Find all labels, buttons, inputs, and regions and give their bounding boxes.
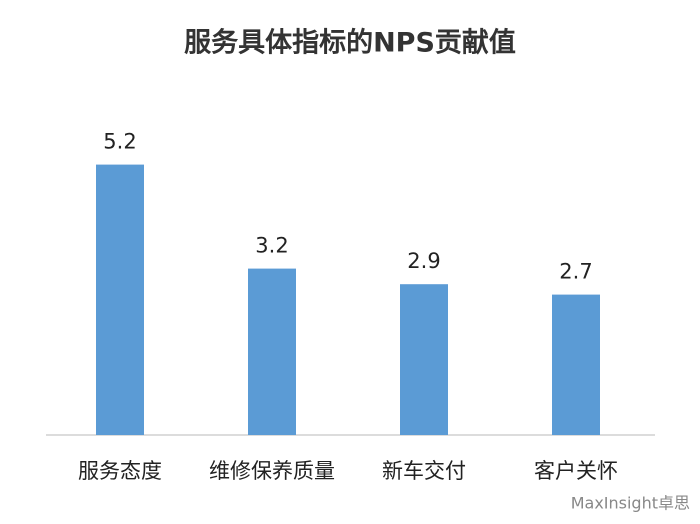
x-tick-label: 服务态度 — [78, 459, 162, 483]
x-tick-label: 维修保养质量 — [209, 459, 335, 483]
x-tick-label: 新车交付 — [382, 459, 466, 483]
bar — [552, 294, 600, 435]
chart-title: 服务具体指标的NPS贡献值 — [184, 27, 516, 59]
bar — [96, 164, 144, 435]
data-label: 2.7 — [559, 260, 592, 284]
data-label: 2.9 — [407, 249, 440, 273]
data-label: 3.2 — [255, 234, 288, 258]
data-label: 5.2 — [103, 130, 136, 154]
watermark: MaxInsight卓思 — [571, 494, 690, 513]
x-tick-label: 客户关怀 — [534, 459, 618, 483]
bar — [400, 284, 448, 435]
bar — [248, 268, 296, 435]
